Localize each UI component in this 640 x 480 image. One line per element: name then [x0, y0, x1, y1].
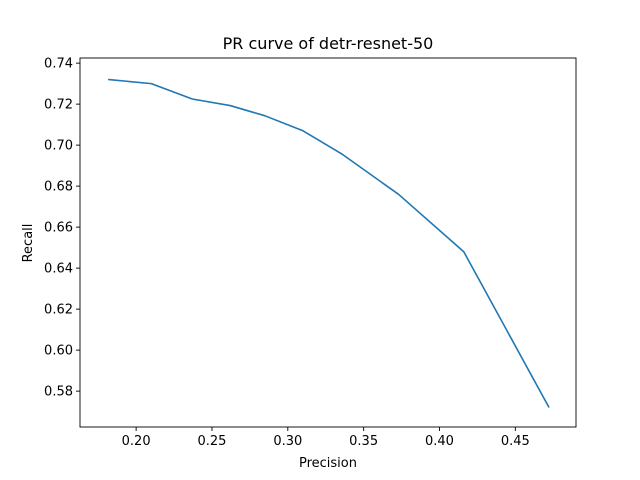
y-tick-label: 0.72	[44, 98, 73, 113]
y-tick-label: 0.74	[44, 57, 73, 72]
y-tick-label: 0.58	[44, 385, 73, 400]
plot-frame	[79, 57, 577, 428]
x-tick-label: 0.45	[501, 434, 530, 449]
y-axis-label: Recall	[21, 224, 36, 263]
y-tick-label: 0.70	[44, 139, 73, 154]
x-tick-label: 0.35	[349, 434, 378, 449]
x-tick-label: 0.30	[273, 434, 302, 449]
chart-title: PR curve of detr-resnet-50	[223, 34, 434, 53]
x-tick-label: 0.20	[122, 434, 151, 449]
x-tick-label: 0.25	[197, 434, 226, 449]
x-tick-label: 0.40	[425, 434, 454, 449]
x-axis-label: Precision	[299, 456, 357, 471]
y-tick-label: 0.66	[44, 221, 73, 236]
y-tick-label: 0.68	[44, 180, 73, 195]
y-tick-label: 0.60	[44, 344, 73, 359]
plot-area: 0.20 0.25 0.30 0.35 0.40 0.45 0.58 0.60 0.62 0.64…	[44, 57, 577, 449]
y-tick-label: 0.64	[44, 262, 73, 277]
y-tick-label: 0.62	[44, 303, 73, 318]
series-line-0	[108, 78, 550, 408]
